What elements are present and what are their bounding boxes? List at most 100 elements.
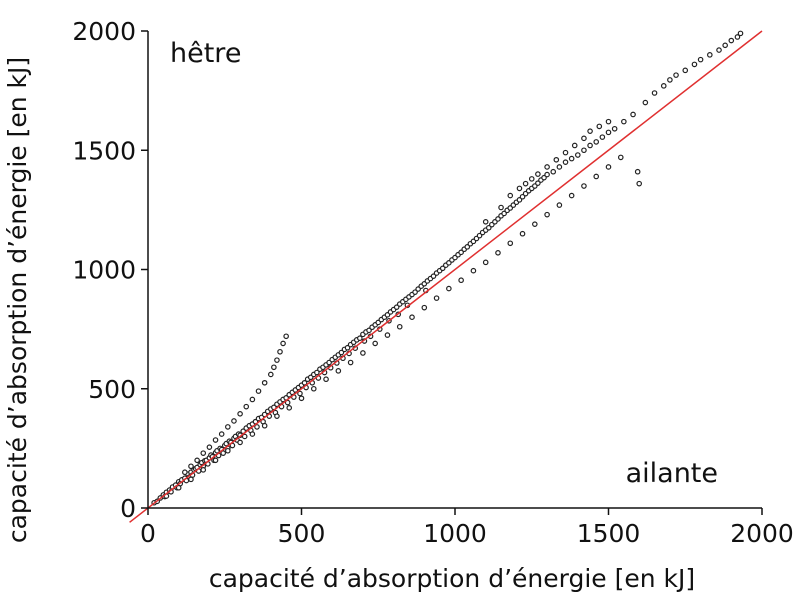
data-point — [286, 405, 293, 411]
reference-line — [129, 30, 763, 523]
data-point — [581, 183, 587, 189]
data-point — [697, 56, 704, 63]
data-point — [621, 118, 627, 125]
data-point — [249, 396, 256, 403]
data-point — [200, 467, 207, 473]
data-point — [261, 422, 268, 429]
y-tick-label: 1000 — [72, 256, 136, 285]
data-point — [458, 249, 464, 256]
data-point — [277, 348, 283, 355]
annotation-top-left: hêtre — [170, 38, 241, 69]
data-point — [691, 61, 698, 68]
data-point — [519, 193, 526, 200]
data-point — [412, 289, 418, 295]
data-point — [596, 123, 603, 130]
data-point — [634, 168, 641, 175]
data-point — [562, 159, 569, 165]
data-point — [188, 476, 194, 483]
data-point — [220, 450, 227, 456]
data-point — [360, 350, 366, 356]
data-point — [231, 418, 237, 424]
data-point — [673, 72, 679, 78]
data-point — [544, 164, 550, 170]
data-point — [734, 34, 741, 40]
data-point — [528, 176, 535, 182]
x-tick-label: 0 — [140, 519, 156, 548]
data-point — [439, 265, 446, 272]
data-point — [535, 180, 541, 186]
data-point — [553, 156, 560, 163]
data-point — [501, 210, 507, 217]
data-point — [587, 142, 593, 149]
x-tick-label: 2000 — [730, 519, 794, 548]
data-point — [458, 277, 464, 284]
y-tick-label: 2000 — [72, 17, 136, 46]
data-point — [568, 192, 575, 199]
data-point — [212, 457, 219, 464]
data-point — [516, 197, 523, 203]
data-point — [433, 295, 440, 301]
data-point — [298, 395, 305, 402]
data-point — [372, 340, 378, 347]
data-point — [261, 379, 268, 386]
data-point — [254, 424, 260, 430]
data-point — [188, 463, 194, 470]
data-point — [464, 244, 471, 250]
data-point — [630, 111, 636, 118]
data-point — [581, 135, 587, 142]
data-point — [393, 304, 400, 310]
data-point — [430, 273, 437, 279]
data-point — [636, 180, 643, 187]
data-point — [556, 202, 563, 208]
data-point — [323, 376, 329, 383]
data-point — [225, 424, 231, 430]
data-point — [605, 118, 612, 125]
data-point — [571, 142, 578, 149]
data-point — [218, 431, 225, 437]
data-point — [605, 164, 612, 170]
data-point — [651, 90, 658, 96]
data-point — [707, 52, 713, 58]
data-point — [310, 385, 317, 392]
axis-ticks: 0 500 1000 1500 2000 0 500 1000 1500 2000 — [72, 17, 793, 548]
data-point — [241, 433, 248, 440]
data-point — [344, 344, 351, 351]
y-tick-label: 1500 — [72, 136, 136, 165]
data-point — [280, 340, 286, 347]
y-tick-label: 0 — [120, 494, 136, 523]
data-point — [366, 327, 372, 334]
data-point — [495, 250, 501, 256]
data-point — [182, 469, 188, 476]
y-tick-label: 500 — [88, 375, 136, 404]
data-point — [495, 216, 501, 222]
data-point — [544, 171, 550, 178]
y-axis-title: capacité d’absorption d’énergie [en kJ] — [3, 57, 32, 543]
data-point — [519, 230, 526, 237]
data-point — [255, 388, 262, 394]
data-point — [522, 180, 529, 187]
data-point — [271, 364, 277, 371]
data-point — [212, 437, 219, 443]
x-axis-title: capacité d’absorption d’énergie [en kJ] — [209, 564, 695, 593]
data-point — [660, 83, 667, 89]
data-point — [421, 304, 428, 311]
annotation-bottom-right: ailante — [626, 458, 718, 489]
data-point — [507, 240, 514, 247]
data-point — [722, 42, 728, 49]
data-point — [267, 371, 274, 378]
data-point — [728, 37, 735, 44]
data-point — [249, 431, 256, 437]
data-point — [581, 147, 587, 154]
data-point — [737, 30, 744, 37]
data-point — [574, 152, 581, 158]
data-point — [611, 125, 618, 132]
data-point — [482, 259, 489, 266]
data-point — [301, 379, 308, 386]
data-point — [335, 368, 342, 374]
data-point — [587, 128, 593, 134]
data-point — [476, 232, 483, 239]
data-point — [593, 173, 600, 180]
data-point — [283, 333, 289, 340]
data-point — [409, 314, 415, 321]
